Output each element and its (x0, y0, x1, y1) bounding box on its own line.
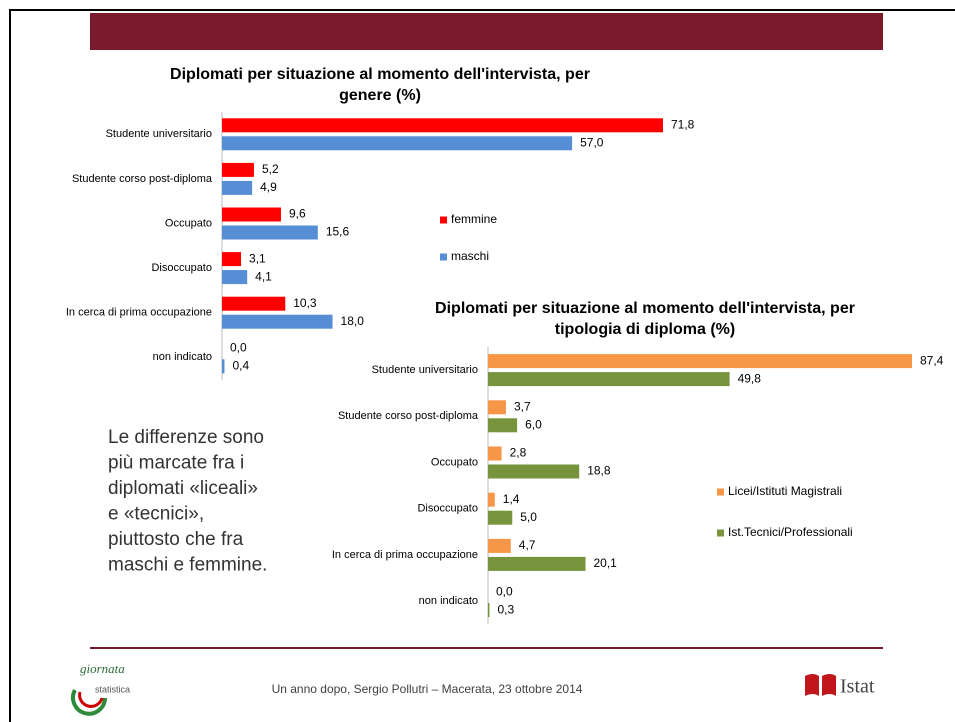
category-label: Studente corso post-diploma (338, 410, 479, 422)
bar (488, 418, 518, 433)
chart-title: Diplomati per situazione al momento dell… (170, 66, 590, 83)
bar (222, 314, 333, 329)
logo-arc (71, 689, 107, 716)
value-label: 9,6 (289, 207, 306, 221)
value-label: 15,6 (326, 225, 350, 239)
bar (488, 538, 511, 553)
note-text: e «tecnici», (108, 504, 204, 525)
value-label: 57,0 (580, 135, 604, 149)
category-label: Occupato (431, 456, 478, 468)
value-label: 2,8 (510, 446, 527, 460)
legend-label: Licei/Istituti Magistrali (728, 484, 842, 498)
bar (222, 252, 242, 267)
chart-title: tipologia di diploma (%) (555, 321, 735, 338)
chart-title: genere (%) (339, 87, 421, 104)
value-label: 6,0 (525, 417, 542, 431)
note-text: Le differenze sono (108, 427, 264, 448)
bar (222, 225, 318, 240)
value-label: 18,0 (341, 314, 365, 328)
value-label: 5,2 (262, 162, 279, 176)
bar (222, 359, 225, 374)
logo-text: Istat (840, 676, 875, 698)
value-label: 5,0 (520, 510, 537, 524)
note-text: diplomati «liceali» (108, 478, 258, 499)
value-label: 0,4 (232, 358, 249, 372)
value-label: 4,7 (519, 538, 536, 552)
bar (488, 510, 513, 525)
logo-icon (805, 674, 819, 696)
legend-swatch (717, 488, 724, 496)
slide-frame (9, 9, 955, 722)
category-label: In cerca di prima occupazione (66, 307, 212, 319)
bar (222, 207, 281, 222)
logo-right: Istat (805, 674, 875, 698)
category-label: In cerca di prima occupazione (332, 549, 478, 561)
legend-label: Ist.Tecnici/Professionali (728, 525, 853, 539)
category-label: Studente corso post-diploma (72, 173, 213, 185)
chart-title: Diplomati per situazione al momento dell… (435, 300, 855, 317)
logo-arc (78, 691, 104, 708)
value-label: 0,3 (497, 602, 514, 616)
logo-icon (822, 674, 836, 696)
category-label: non indicato (419, 595, 478, 607)
bar (488, 372, 730, 387)
bar (488, 400, 506, 415)
value-label: 0,0 (230, 340, 247, 354)
value-label: 0,0 (496, 584, 513, 598)
value-label: 4,1 (255, 269, 272, 283)
value-label: 87,4 (920, 353, 944, 367)
category-label: Occupato (165, 217, 212, 229)
bar (222, 136, 573, 151)
value-label: 4,9 (260, 180, 277, 194)
value-label: 3,7 (514, 399, 531, 413)
bar (488, 354, 912, 369)
value-label: 20,1 (594, 556, 618, 570)
legend-swatch (440, 216, 447, 224)
logo-text: statistica (95, 684, 130, 694)
category-label: Studente universitario (372, 364, 478, 376)
logo-left: giornata statistica (71, 661, 130, 716)
bar (222, 270, 248, 285)
note-text: piuttosto che fra (108, 529, 244, 550)
bar (222, 162, 254, 177)
bar (222, 180, 253, 195)
header-bar (90, 13, 883, 50)
legend-swatch (717, 529, 724, 537)
bar (488, 492, 495, 507)
legend-swatch (440, 253, 447, 261)
footer-text: Un anno dopo, Sergio Pollutri – Macerata… (272, 682, 583, 696)
bar (488, 556, 586, 571)
legend-label: maschi (451, 249, 489, 263)
bar (488, 603, 490, 618)
value-label: 49,8 (738, 371, 762, 385)
category-label: Disoccupato (417, 503, 478, 515)
bar (488, 446, 502, 461)
value-label: 10,3 (293, 296, 317, 310)
legend-label: femmine (451, 212, 497, 226)
category-label: Studente universitario (106, 128, 212, 140)
category-label: Disoccupato (151, 262, 212, 274)
bar (222, 118, 663, 133)
note-text: più marcate fra i (108, 453, 244, 474)
value-label: 1,4 (503, 492, 520, 506)
note-text: maschi e femmine. (108, 555, 267, 576)
value-label: 71,8 (671, 117, 695, 131)
value-label: 3,1 (249, 251, 266, 265)
category-label: non indicato (153, 351, 212, 363)
bar (222, 296, 286, 311)
logo-text: giornata (80, 661, 125, 676)
bar (488, 464, 580, 479)
value-label: 18,8 (587, 464, 611, 478)
